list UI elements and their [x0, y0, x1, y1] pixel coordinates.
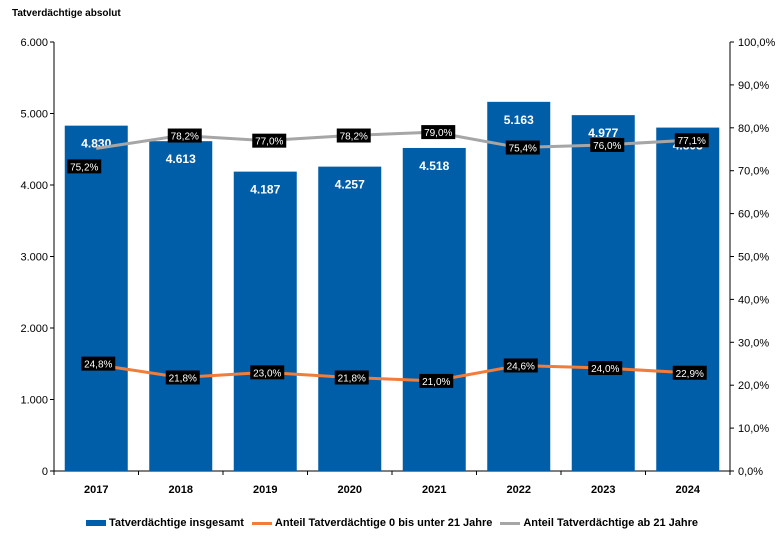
bar — [487, 101, 551, 472]
line-label-under21-box — [81, 356, 116, 371]
line-label-over21: 75,2% — [70, 162, 98, 173]
bar — [64, 125, 128, 471]
x-tick-label: 2024 — [676, 484, 701, 496]
legend-item-total: Tatverdächtige insgesamt — [86, 517, 244, 529]
y-tick-label-right: 30,0% — [738, 337, 769, 349]
chart-plot: 0 1.000 2.000 3.000 4.000 5.000 6.000 0,0% 10,0%… — [20, 37, 776, 496]
y-tick-label-left: 5.000 — [20, 109, 48, 121]
line-label-under21: 24,0% — [591, 364, 619, 375]
y-tick-label-left: 4.000 — [20, 180, 48, 192]
bar — [656, 127, 720, 471]
y-tick-label-left: 2.000 — [20, 323, 48, 335]
bar-value-label: 5.163 — [504, 113, 534, 127]
y-axis-title: Tatverdächtige absolut — [12, 8, 121, 19]
line-label-over21: 78,2% — [171, 132, 199, 143]
y-tick-label-left: 0 — [42, 466, 48, 478]
bar — [149, 141, 213, 471]
y-tick-label-left: 3.000 — [20, 252, 48, 264]
line-label-under21-box — [334, 370, 369, 385]
line-label-under21-box — [165, 370, 200, 385]
line-label-under21-box — [588, 361, 623, 376]
y-tick-label-right: 60,0% — [738, 209, 769, 221]
line-label-under21: 23,0% — [253, 368, 281, 379]
x-tick-label: 2022 — [507, 484, 531, 496]
legend-label-under21: Anteil Tatverdächtige 0 bis unter 21 Jah… — [274, 517, 493, 529]
y-tick-label-right: 0,0% — [738, 466, 763, 478]
x-tick-label: 2023 — [591, 484, 615, 496]
bar — [318, 166, 382, 471]
line-label-over21: 79,0% — [424, 128, 452, 139]
legend-swatch-bar — [86, 520, 107, 526]
line-label-over21-box — [674, 133, 709, 148]
line-label-over21-box — [252, 133, 287, 148]
legend: Tatverdächtige insgesamt Anteil Tatverdä… — [0, 513, 784, 533]
y-tick-label-left: 1.000 — [20, 395, 48, 407]
bar-value-label: 4.518 — [419, 159, 449, 173]
y-tick-label-right: 10,0% — [738, 423, 769, 435]
line-label-under21: 24,8% — [84, 360, 112, 371]
legend-item-under21: Anteil Tatverdächtige 0 bis unter 21 Jah… — [251, 517, 493, 529]
line-label-over21-box — [167, 128, 202, 143]
legend-label-over21: Anteil Tatverdächtige ab 21 Jahre — [523, 517, 698, 529]
y-tick-label-right: 20,0% — [738, 380, 769, 392]
line-label-under21: 21,0% — [422, 377, 450, 388]
x-tick-label: 2020 — [338, 484, 362, 496]
line-label-over21-box — [336, 128, 371, 143]
y-tick-label-left: 6.000 — [20, 37, 48, 49]
y-tick-label-right: 90,0% — [738, 80, 769, 92]
line-label-over21: 77,0% — [255, 137, 283, 148]
line-label-over21: 78,2% — [340, 132, 368, 143]
line-label-over21: 76,0% — [593, 141, 621, 152]
line-label-under21-box — [503, 358, 538, 373]
line-label-over21-box — [421, 125, 456, 140]
bar — [402, 147, 466, 471]
legend-item-over21: Anteil Tatverdächtige ab 21 Jahre — [500, 517, 698, 529]
line-label-over21: 75,4% — [509, 144, 537, 155]
y-tick-label-right: 80,0% — [738, 123, 769, 135]
line-label-under21-box — [250, 365, 285, 380]
line-label-under21: 24,6% — [507, 361, 535, 372]
legend-label-total: Tatverdächtige insgesamt — [109, 517, 244, 529]
x-tick-label: 2018 — [169, 484, 193, 496]
bar — [233, 171, 297, 471]
x-tick-label: 2021 — [422, 484, 446, 496]
x-tick-label: 2019 — [253, 484, 277, 496]
legend-swatch-over21 — [500, 521, 521, 525]
y-tick-label-right: 50,0% — [738, 252, 769, 264]
y-tick-label-right: 40,0% — [738, 294, 769, 306]
line-label-under21-box — [672, 365, 707, 380]
bar-value-label: 4.613 — [166, 152, 196, 166]
line-label-over21: 77,1% — [678, 136, 706, 147]
line-label-over21-box — [67, 159, 102, 174]
y-tick-label-right: 70,0% — [738, 166, 769, 178]
line-label-over21-box — [590, 137, 625, 152]
bar-value-label: 4.257 — [335, 178, 365, 192]
bar-value-label: 4.977 — [588, 126, 618, 140]
x-tick-label: 2017 — [84, 484, 108, 496]
line-label-under21-box — [419, 373, 454, 388]
y-tick-label-right: 100,0% — [738, 37, 776, 49]
legend-swatch-under21 — [251, 521, 272, 525]
line-label-under21: 22,9% — [676, 369, 704, 380]
line-label-over21-box — [505, 140, 540, 155]
bar — [571, 115, 635, 471]
line-label-under21: 21,8% — [338, 373, 366, 384]
bar-value-label: 4.187 — [250, 183, 280, 197]
line-label-under21: 21,8% — [169, 373, 197, 384]
